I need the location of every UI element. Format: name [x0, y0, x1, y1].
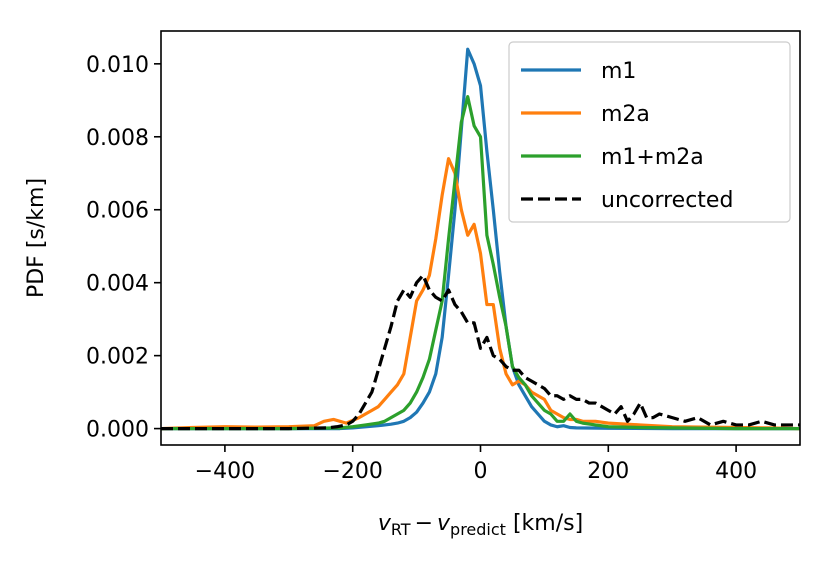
series-line-m1-m2a	[161, 95, 800, 431]
x-tick-label: 0	[474, 459, 488, 484]
legend-label: uncorrected	[601, 188, 733, 213]
legend-label: m2a	[601, 102, 650, 127]
y-tick-label: 0.000	[86, 418, 149, 443]
x-axis-label-v1: v	[378, 511, 392, 536]
x-tick-label: 200	[587, 459, 629, 484]
y-axis-label: PDF [s/km]	[24, 178, 49, 298]
series-line-uncorrected	[161, 273, 800, 431]
x-tick-label: −400	[195, 459, 255, 484]
y-tick-label: 0.006	[86, 199, 149, 224]
x-tick-label: 400	[715, 459, 757, 484]
ticks-layer: −400 −200 0 200 400 0.000 0.002 0.004 0.006 0.008…	[86, 53, 757, 484]
x-axis-label-minus: −	[415, 511, 433, 536]
x-axis-label-unit: [km/s]	[506, 511, 583, 536]
legend-box	[508, 41, 791, 223]
legend-label: m1+m2a	[601, 145, 704, 170]
y-tick-label: 0.002	[86, 345, 149, 370]
legend: m1 m2a m1+m2a uncorrected	[508, 41, 791, 223]
y-tick-label: 0.010	[86, 53, 149, 78]
y-tick-label: 0.004	[86, 272, 149, 297]
y-tick-label: 0.008	[86, 126, 149, 151]
x-tick-label: −200	[322, 459, 382, 484]
x-axis-label-v2: v	[437, 511, 451, 536]
x-axis-label: vRT − vpredict [km/s]	[378, 511, 583, 539]
series-line-m1	[161, 47, 800, 431]
legend-label: m1	[601, 59, 636, 84]
series-layer	[161, 47, 800, 431]
x-axis-label-sub2: predict	[450, 520, 506, 539]
x-axis-label-sub1: RT	[391, 520, 411, 539]
